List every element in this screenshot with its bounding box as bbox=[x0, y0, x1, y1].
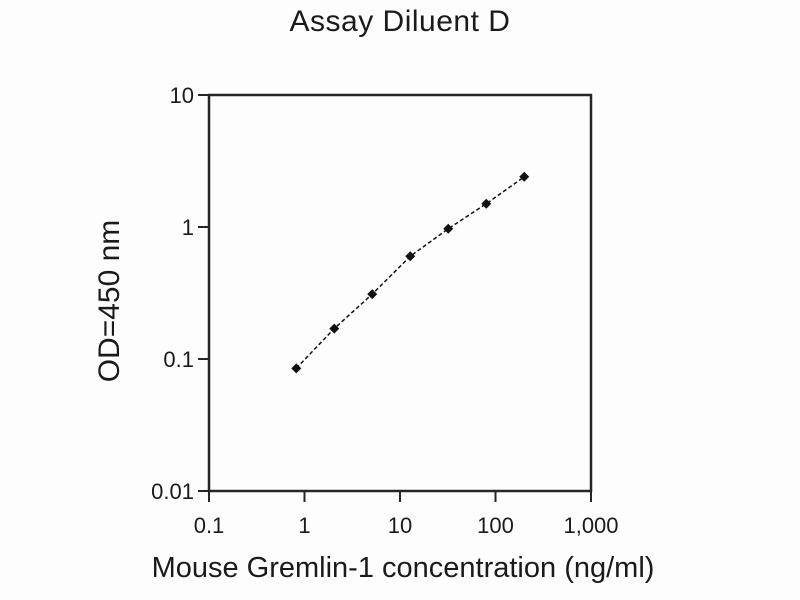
data-point-marker bbox=[405, 251, 416, 262]
y-tick-label: 0.01 bbox=[151, 479, 194, 504]
data-point-marker bbox=[481, 198, 492, 209]
y-tick-label: 1 bbox=[182, 215, 194, 240]
y-tick-label: 10 bbox=[170, 83, 194, 108]
x-axis-label: Mouse Gremlin-1 concentration (ng/ml) bbox=[151, 552, 655, 584]
data-point-marker bbox=[519, 171, 530, 182]
data-point-marker bbox=[367, 289, 378, 300]
x-tick-label: 1,000 bbox=[563, 513, 618, 538]
data-point-marker bbox=[329, 323, 340, 334]
y-tick-label: 0.1 bbox=[163, 347, 194, 372]
standard-curve-line bbox=[295, 176, 525, 369]
x-tick-label: 100 bbox=[477, 513, 514, 538]
plot-frame bbox=[207, 93, 593, 493]
x-tick-label: 10 bbox=[388, 513, 412, 538]
data-point-marker bbox=[443, 223, 454, 234]
chart-title: Assay Diluent D bbox=[289, 5, 511, 38]
x-tick-label: 0.1 bbox=[194, 513, 225, 538]
x-tick-label: 1 bbox=[298, 513, 310, 538]
data-point-marker bbox=[291, 363, 302, 374]
